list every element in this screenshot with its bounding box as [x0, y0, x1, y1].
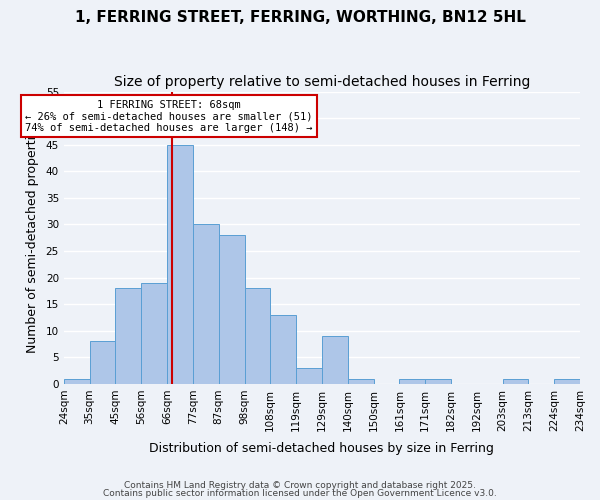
Bar [245, 288, 271, 384]
Bar [348, 378, 374, 384]
Title: Size of property relative to semi-detached houses in Ferring: Size of property relative to semi-detach… [114, 75, 530, 89]
X-axis label: Distribution of semi-detached houses by size in Ferring: Distribution of semi-detached houses by … [149, 442, 494, 455]
Bar [193, 224, 218, 384]
Bar [425, 378, 451, 384]
Bar [64, 378, 89, 384]
Text: Contains public sector information licensed under the Open Government Licence v3: Contains public sector information licen… [103, 488, 497, 498]
Bar [218, 235, 245, 384]
Bar [400, 378, 425, 384]
Text: Contains HM Land Registry data © Crown copyright and database right 2025.: Contains HM Land Registry data © Crown c… [124, 481, 476, 490]
Text: 1, FERRING STREET, FERRING, WORTHING, BN12 5HL: 1, FERRING STREET, FERRING, WORTHING, BN… [74, 10, 526, 25]
Bar [89, 342, 115, 384]
Bar [271, 315, 296, 384]
Bar [503, 378, 529, 384]
Bar [167, 144, 193, 384]
Bar [141, 283, 167, 384]
Y-axis label: Number of semi-detached properties: Number of semi-detached properties [26, 122, 39, 354]
Bar [296, 368, 322, 384]
Bar [115, 288, 141, 384]
Bar [554, 378, 580, 384]
Text: 1 FERRING STREET: 68sqm
← 26% of semi-detached houses are smaller (51)
74% of se: 1 FERRING STREET: 68sqm ← 26% of semi-de… [25, 100, 313, 132]
Bar [322, 336, 348, 384]
